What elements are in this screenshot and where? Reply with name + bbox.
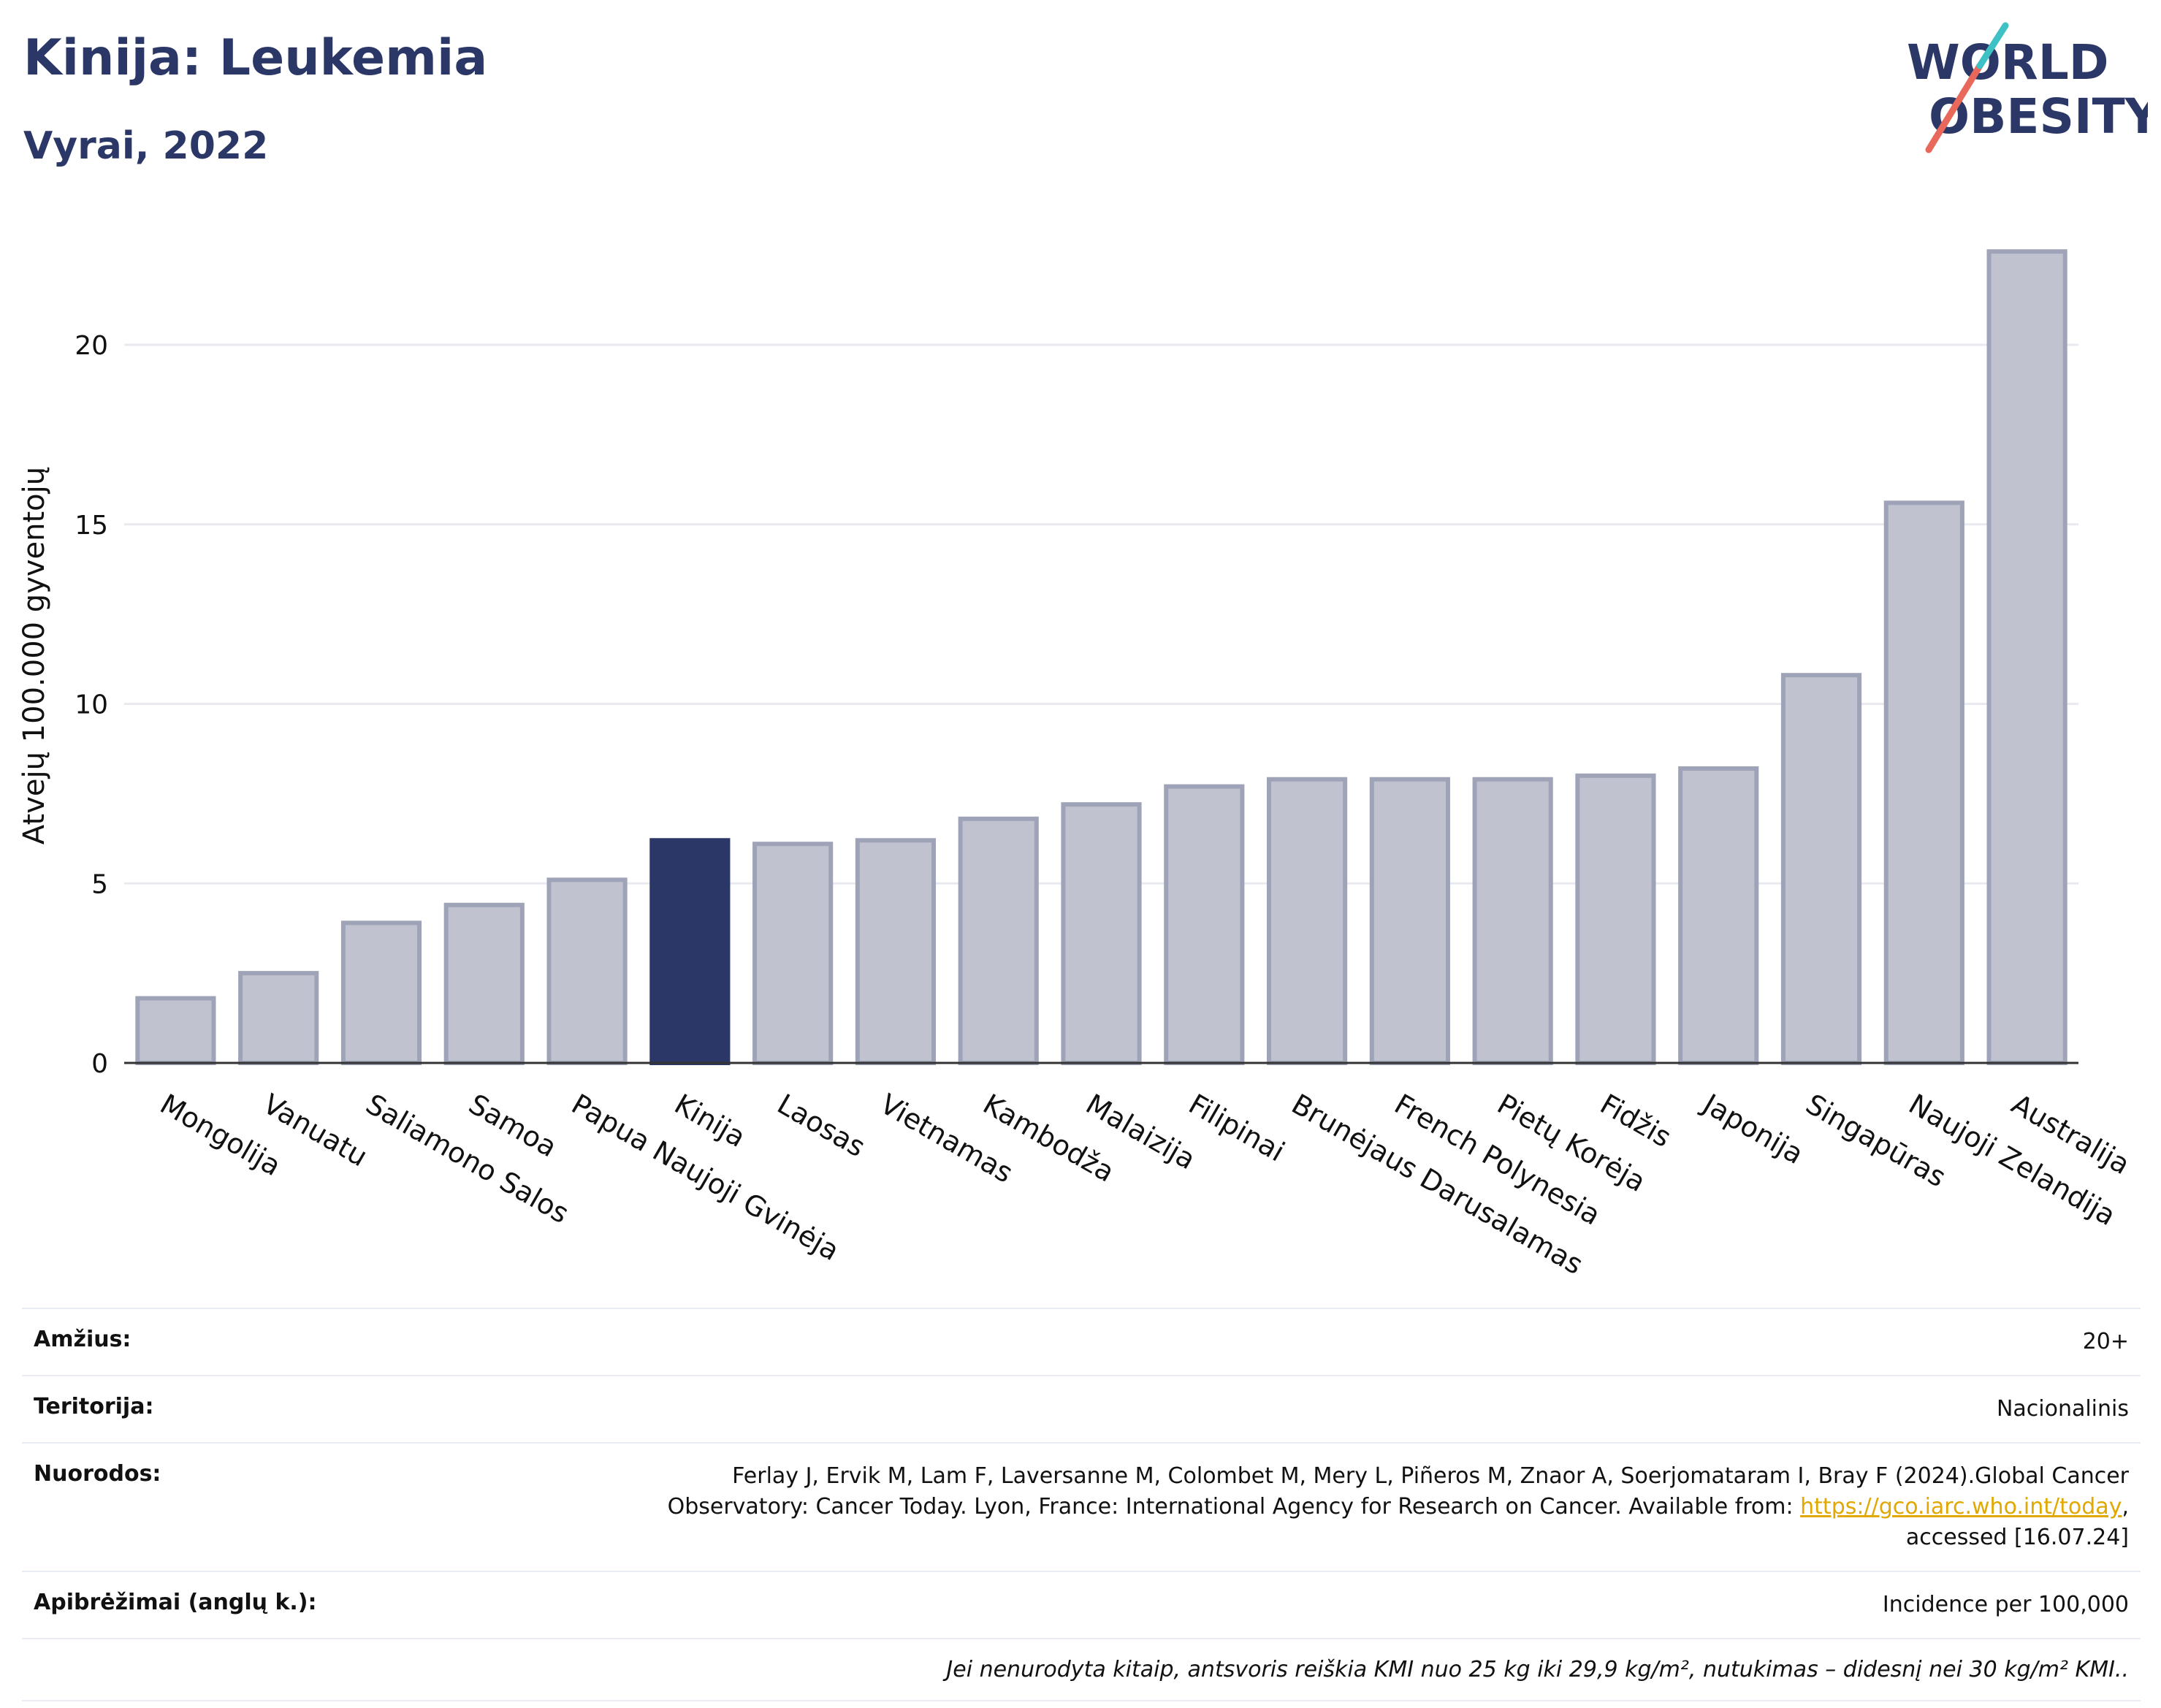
info-row-note: Jei nenurodyta kitaip, antsvoris reiškia…: [22, 1638, 2141, 1701]
bar-australija: [1986, 249, 2067, 1066]
info-label: Apibrėžimai (anglų k.):: [34, 1590, 317, 1615]
info-row-territory: Teritorija: Nacionalinis: [22, 1375, 2141, 1442]
x-tick-label: Laosas: [772, 1088, 871, 1163]
bar-samoa: [443, 902, 525, 1065]
bar-fidžis: [1575, 773, 1656, 1065]
info-value-references: Ferlay J, Ervik M, Lam F, Laversanne M, …: [631, 1461, 2129, 1553]
chart-subtitle: Vyrai, 2022: [23, 124, 269, 168]
info-value: Incidence per 100,000: [1882, 1592, 2129, 1617]
bar-singapūras: [1780, 673, 1862, 1065]
axis-layer: 0 5 10 15 20: [75, 331, 2078, 1079]
bar-mongolija: [135, 996, 216, 1065]
y-tick-label: 20: [75, 331, 108, 361]
x-tick-label: Kinija: [669, 1088, 751, 1154]
info-row-definitions: Apibrėžimai (anglų k.): Incidence per 10…: [22, 1571, 2141, 1638]
bar-filipinai: [1164, 784, 1245, 1066]
bar-brunėjaus-darusalamas: [1266, 777, 1348, 1065]
logo-slash-teal: [1976, 22, 2009, 69]
bar-malaizija: [1061, 802, 1142, 1066]
logo-slash-coral: [1925, 62, 1983, 153]
y-tick-label: 0: [91, 1049, 108, 1079]
bar-kambodža: [958, 816, 1039, 1065]
chart-title: Kinija: Leukemia: [23, 29, 488, 87]
y-tick-label: 5: [91, 869, 108, 899]
x-tick-label: Japonija: [1696, 1087, 1809, 1170]
bar-saliamono-salos: [340, 920, 422, 1065]
y-tick-label: 15: [75, 511, 108, 541]
x-tick-label: Filipinai: [1184, 1088, 1290, 1168]
definition-note: Jei nenurodyta kitaip, antsvoris reiškia…: [946, 1657, 2129, 1682]
info-row-age: Amžius: 20+: [22, 1308, 2141, 1375]
bar-french-polynesia: [1369, 777, 1450, 1065]
logo-line1: WORLD: [1907, 34, 2109, 91]
bar-vanuatu: [238, 971, 319, 1066]
logo-line2: OBESITY: [1929, 88, 2148, 145]
info-label: Nuorodos:: [34, 1461, 161, 1487]
info-value: 20+: [2082, 1329, 2129, 1354]
info-value: Nacionalinis: [1996, 1396, 2129, 1422]
bar-papua-naujoji-gvinėja: [546, 877, 628, 1066]
bar-vietnamas: [855, 838, 937, 1066]
bar-japonija: [1678, 766, 1759, 1066]
reference-text: Ferlay J, Ervik M, Lam F, Laversanne M, …: [667, 1463, 2129, 1520]
bar-layer: [135, 249, 2067, 1066]
bar-naujoji-zelandija: [1883, 500, 1964, 1065]
x-tick-label: Fidžis: [1595, 1088, 1677, 1154]
info-table: Amžius: 20+ Teritorija: Nacionalinis Nuo…: [22, 1308, 2141, 1701]
info-label: Teritorija:: [34, 1394, 154, 1419]
info-label: Amžius:: [34, 1327, 132, 1352]
world-obesity-logo: WORLD OBESITY: [1907, 22, 2148, 153]
bar-kinija: [649, 838, 731, 1066]
y-tick-label: 10: [75, 690, 108, 720]
reference-text-end: , accessed [16.07.24]: [1905, 1494, 2129, 1550]
bar-laosas: [752, 842, 834, 1066]
bar-pietų-korėja: [1472, 777, 1553, 1065]
info-row-references: Nuorodos: Ferlay J, Ervik M, Lam F, Lave…: [22, 1442, 2141, 1571]
y-axis-label: Atvejų 100.000 gyventojų: [18, 467, 51, 845]
reference-link[interactable]: https://gco.iarc.who.int/today: [1800, 1494, 2122, 1520]
